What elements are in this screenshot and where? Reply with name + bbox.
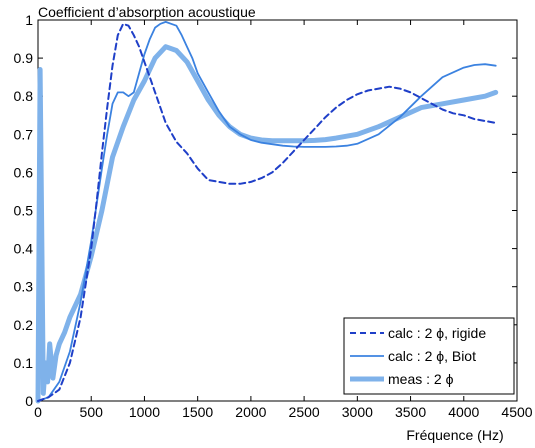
x-tick-label: 1000	[129, 404, 160, 420]
y-tick-label: 0.1	[14, 355, 34, 371]
y-tick-label: 0.7	[14, 126, 34, 142]
series-line-3	[35, 44, 499, 404]
y-tick-label: 0.8	[14, 88, 34, 104]
legend-label-2: calc : 2 ϕ, Biot	[388, 348, 476, 364]
x-axis-label: Fréquence (Hz)	[406, 427, 503, 443]
x-tick-label: 2000	[235, 404, 266, 420]
x-tick-label: 500	[80, 404, 104, 420]
legend-label-3: meas : 2 ϕ	[388, 371, 454, 387]
series-layer	[35, 20, 499, 404]
series-line-1	[37, 22, 497, 402]
y-tick-label: 0	[25, 393, 33, 409]
y-tick-label: 0.3	[14, 279, 34, 295]
legend-label-1: calc : 2 ϕ, rigide	[388, 325, 486, 341]
x-tick-label: 3000	[342, 404, 373, 420]
series-line-2	[37, 20, 497, 402]
y-tick-label: 1	[25, 12, 33, 28]
y-tick-label: 0.5	[14, 203, 34, 219]
x-tick-label: 3500	[395, 404, 426, 420]
y-tick-label: 0.4	[14, 241, 34, 257]
y-tick-label: 0.2	[14, 317, 34, 333]
y-tick-label: 0.9	[14, 50, 34, 66]
x-tick-label: 2500	[289, 404, 320, 420]
x-tick-label: 0	[34, 404, 42, 420]
axis-ticks: 0 500 1000 1500 2000 2500 3000 3500 4000 4500 0 0.1…	[14, 12, 533, 420]
legend: calc : 2 ϕ, rigide calc : 2 ϕ, Biot meas :…	[343, 317, 515, 395]
y-tick-label: 0.6	[14, 164, 34, 180]
x-tick-label: 4000	[448, 404, 479, 420]
chart-title: Coefficient d’absorption acoustique	[38, 4, 256, 20]
x-tick-label: 1500	[182, 404, 213, 420]
x-tick-label: 4500	[501, 404, 532, 420]
